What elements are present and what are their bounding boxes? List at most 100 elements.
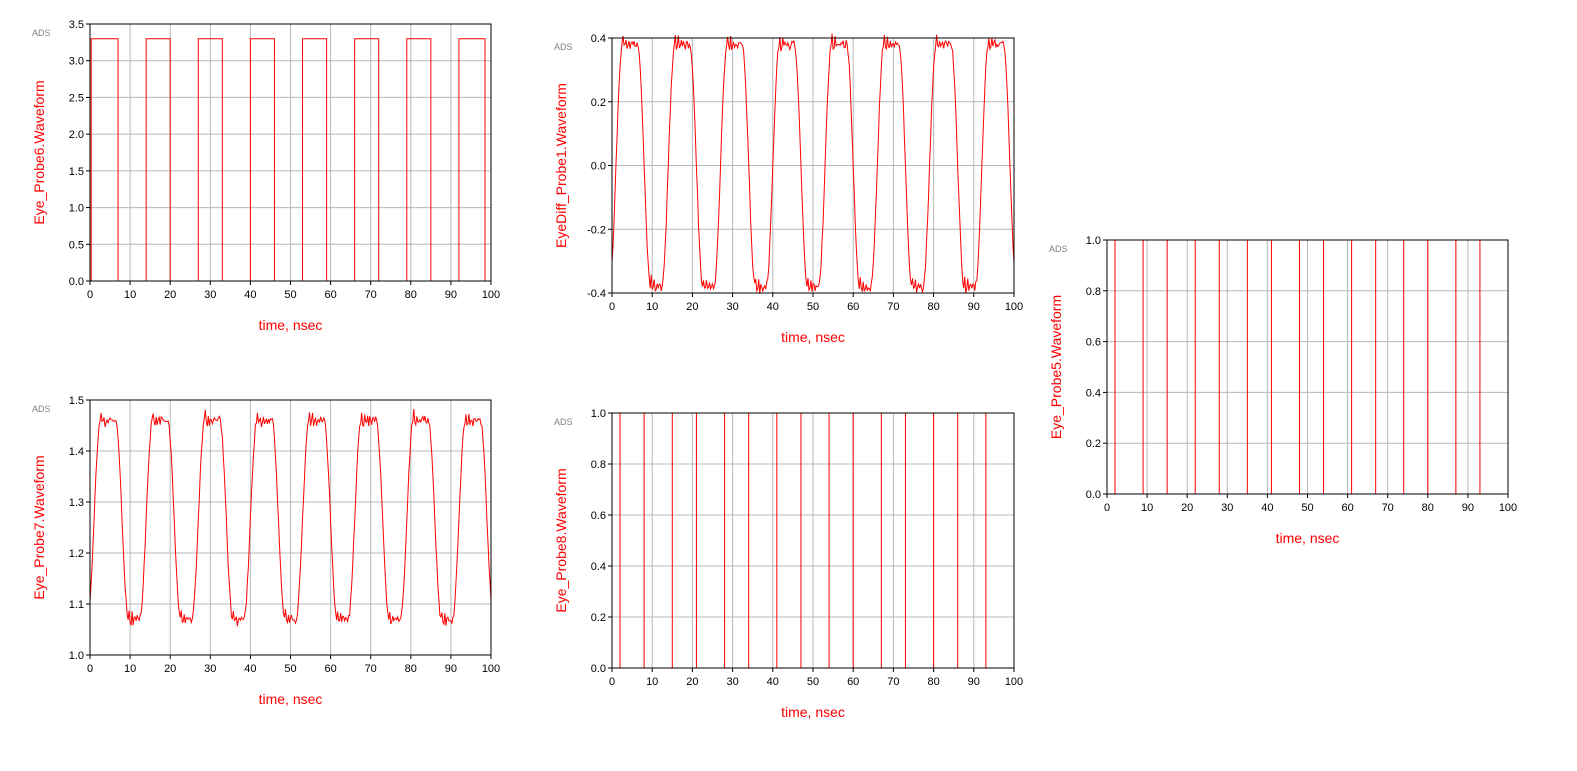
y-tick-label: 1.2: [69, 548, 84, 560]
ads-brand-label: ADS: [1049, 244, 1068, 254]
y-tick-label: 0.6: [591, 510, 606, 522]
chart-probe5: 0 10 20 30 40 50 60 70 80 90 100 0.0 0.2 0.4 0.6 0.8 1.0…: [1048, 235, 1517, 546]
x-tick-label: 0: [87, 289, 93, 301]
x-tick-label: 30: [726, 676, 738, 688]
x-tick-label: 0: [87, 663, 93, 675]
x-tick-label: 60: [324, 289, 336, 301]
x-tick-label: 80: [405, 289, 417, 301]
y-tick-label: 0.6: [1086, 337, 1101, 349]
x-tick-label: 100: [482, 663, 500, 675]
x-tick-label: 60: [324, 663, 336, 675]
x-tick-label: 80: [1422, 502, 1434, 514]
x-tick-label: 50: [807, 301, 819, 313]
y-tick-label: 0.0: [591, 161, 606, 173]
y-axis-label: Eye_Probe5.Waveform: [1048, 295, 1064, 439]
y-axis-label: Eye_Probe7.Waveform: [31, 455, 47, 599]
x-tick-label: 10: [124, 663, 136, 675]
x-tick-label: 70: [1382, 502, 1394, 514]
x-tick-label: 70: [365, 289, 377, 301]
y-tick-label: -0.2: [587, 224, 606, 236]
x-tick-label: 20: [686, 301, 698, 313]
y-tick-label: 0.0: [591, 663, 606, 675]
x-tick-label: 50: [1301, 502, 1313, 514]
y-axis-label: Eye_Probe6.Waveform: [31, 80, 47, 224]
y-tick-label: 0.4: [1086, 387, 1101, 399]
x-tick-label: 10: [124, 289, 136, 301]
x-tick-label: 90: [445, 663, 457, 675]
y-tick-label: 1.3: [69, 497, 84, 509]
series-line: [611, 33, 1015, 294]
x-tick-label: 60: [847, 301, 859, 313]
y-tick-label: 1.0: [69, 650, 84, 662]
x-tick-label: 50: [284, 663, 296, 675]
x-axis-label: time, nsec: [1276, 530, 1340, 546]
x-axis-label: time, nsec: [781, 704, 845, 720]
x-tick-label: 0: [1104, 502, 1110, 514]
ads-brand-label: ADS: [554, 417, 573, 427]
y-tick-label: 1.0: [591, 408, 606, 420]
y-tick-label: 1.4: [69, 446, 84, 458]
chart-probe7: 0 10 20 30 40 50 60 70 80 90 100 1.0 1.1 1.2 1.3 1.4 1.5…: [31, 395, 500, 707]
chart-eyediff_probe1: 0 10 20 30 40 50 60 70 80 90 100 -0.4 -0.2 0.0 0.2 0.4 A…: [553, 33, 1023, 345]
y-tick-label: 2.0: [69, 129, 84, 141]
x-tick-label: 80: [927, 676, 939, 688]
y-tick-label: 1.5: [69, 166, 84, 178]
x-tick-label: 100: [1005, 676, 1023, 688]
x-tick-label: 100: [1005, 301, 1023, 313]
y-tick-label: 0.2: [1086, 438, 1101, 450]
x-tick-label: 0: [609, 676, 615, 688]
x-tick-label: 30: [726, 301, 738, 313]
x-tick-label: 0: [609, 301, 615, 313]
ads-brand-label: ADS: [554, 42, 573, 52]
y-tick-label: 1.0: [69, 203, 84, 215]
x-tick-label: 80: [405, 663, 417, 675]
x-tick-label: 90: [1462, 502, 1474, 514]
x-tick-label: 20: [164, 663, 176, 675]
y-tick-label: 0.2: [591, 612, 606, 624]
x-tick-label: 30: [1221, 502, 1233, 514]
x-tick-label: 50: [807, 676, 819, 688]
x-tick-label: 20: [1181, 502, 1193, 514]
x-tick-label: 30: [204, 289, 216, 301]
y-tick-label: 0.0: [69, 276, 84, 288]
x-tick-label: 80: [927, 301, 939, 313]
y-tick-label: 0.4: [591, 33, 606, 45]
x-tick-label: 40: [244, 289, 256, 301]
y-tick-label: 1.1: [69, 599, 84, 611]
y-tick-label: 0.2: [591, 97, 606, 109]
y-tick-label: 2.5: [69, 92, 84, 104]
x-tick-label: 100: [1499, 502, 1517, 514]
chart-probe8: 0 10 20 30 40 50 60 70 80 90 100 0.0 0.2 0.4 0.6 0.8 1.0…: [553, 408, 1023, 720]
y-tick-label: 3.5: [69, 19, 84, 31]
x-tick-label: 90: [445, 289, 457, 301]
x-tick-label: 20: [686, 676, 698, 688]
ads-brand-label: ADS: [32, 28, 51, 38]
x-tick-label: 70: [365, 663, 377, 675]
y-tick-label: 1.0: [1086, 235, 1101, 247]
x-tick-label: 40: [1261, 502, 1273, 514]
x-axis-label: time, nsec: [259, 691, 323, 707]
x-tick-label: 10: [1141, 502, 1153, 514]
x-tick-label: 40: [767, 301, 779, 313]
x-tick-label: 70: [887, 676, 899, 688]
y-tick-label: 0.8: [1086, 286, 1101, 298]
x-axis-label: time, nsec: [259, 317, 323, 333]
x-tick-label: 90: [968, 301, 980, 313]
x-tick-label: 40: [767, 676, 779, 688]
y-axis-label: Eye_Probe8.Waveform: [553, 468, 569, 612]
x-tick-label: 60: [1341, 502, 1353, 514]
x-axis-label: time, nsec: [781, 329, 845, 345]
x-tick-label: 40: [244, 663, 256, 675]
y-tick-label: -0.4: [587, 288, 606, 300]
y-tick-label: 0.0: [1086, 489, 1101, 501]
y-tick-label: 0.5: [69, 239, 84, 251]
x-tick-label: 100: [482, 289, 500, 301]
x-tick-label: 50: [284, 289, 296, 301]
x-tick-label: 70: [887, 301, 899, 313]
y-tick-label: 1.5: [69, 395, 84, 407]
chart-probe6: 0 10 20 30 40 50 60 70 80 90 100 0.0 0.5 1.0 1.5 2.0 2.5…: [31, 19, 500, 333]
x-tick-label: 10: [646, 301, 658, 313]
y-tick-label: 0.8: [591, 459, 606, 471]
x-tick-label: 90: [968, 676, 980, 688]
